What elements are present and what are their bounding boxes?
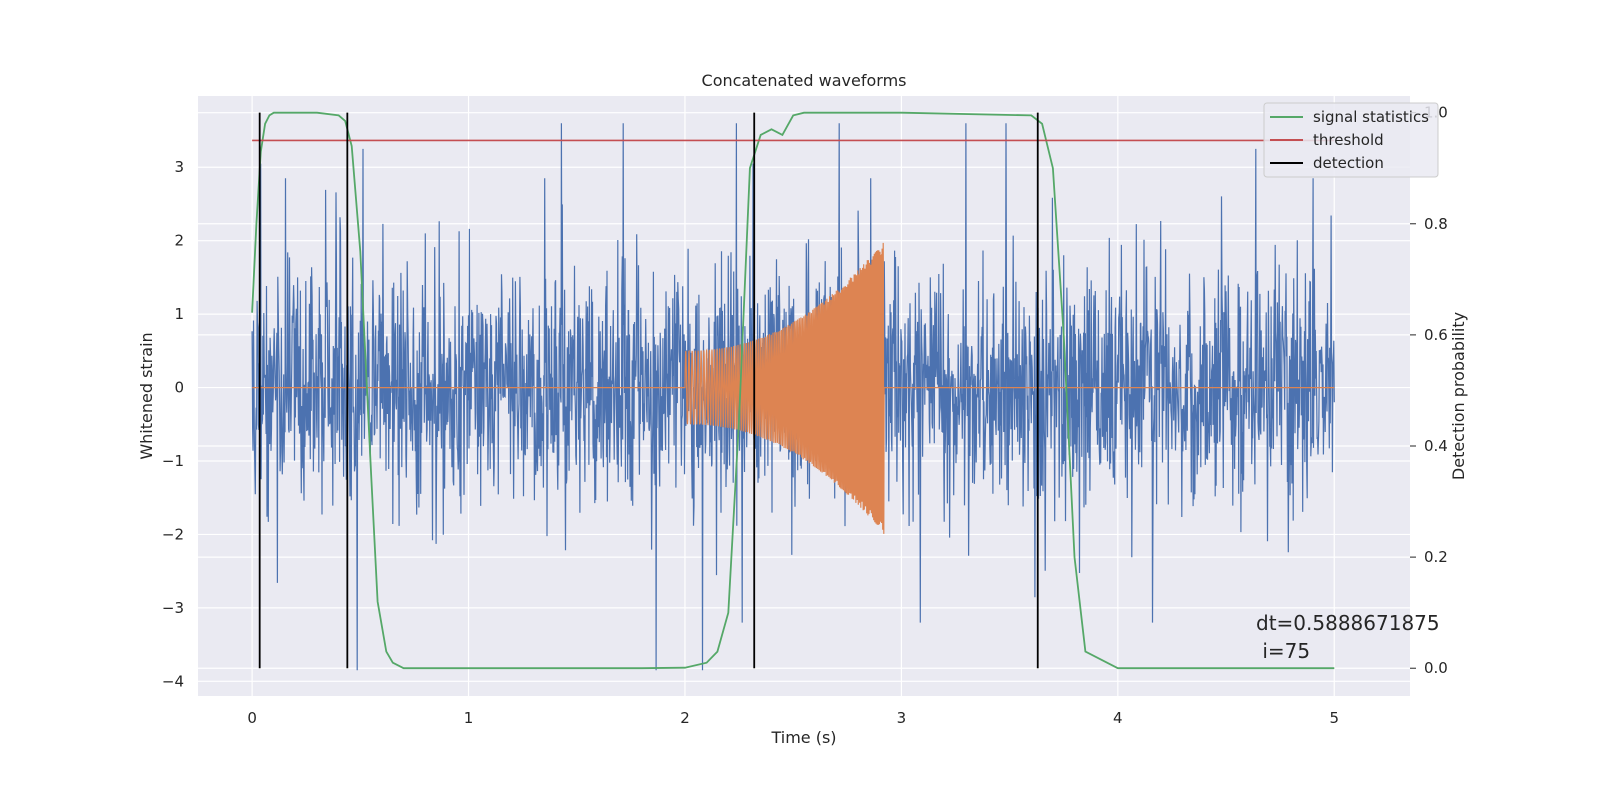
legend-label-signal-statistics: signal statistics <box>1313 108 1429 126</box>
x-tick-label: 2 <box>680 709 690 727</box>
noise-strain-series <box>251 123 1335 671</box>
y-right-tick-label: 0.4 <box>1424 437 1448 455</box>
x-tick-label: 0 <box>247 709 257 727</box>
plot-content <box>251 111 1335 671</box>
chart-title: Concatenated waveforms <box>702 71 907 90</box>
legend-label-detection: detection <box>1313 154 1384 172</box>
y-tick-label: 3 <box>174 158 184 176</box>
detection-lines <box>258 112 1039 669</box>
y-tick-label: −3 <box>162 599 184 617</box>
y-right-tick-label: 0.2 <box>1424 548 1448 566</box>
y-axis-right-label: Detection probability <box>1449 312 1468 480</box>
injected-signal-series <box>252 242 1335 534</box>
x-axis-label: Time (s) <box>770 728 836 747</box>
y-tick-label: 1 <box>174 305 184 323</box>
legend: signal statistics threshold detection <box>1263 102 1439 178</box>
annotation-dt: dt=0.5888671875 <box>1256 611 1440 635</box>
x-tick-label: 4 <box>1113 709 1123 727</box>
y-tick-label: −1 <box>162 452 184 470</box>
y-tick-label: −4 <box>162 672 184 690</box>
x-tick-label: 5 <box>1329 709 1339 727</box>
y-tick-label: 0 <box>174 379 184 397</box>
annotation-index: i=75 <box>1256 639 1310 663</box>
y-axis-label: Whitened strain <box>137 332 156 459</box>
y-tick-label: 2 <box>174 232 184 250</box>
legend-box <box>1263 102 1439 178</box>
y-tick-label: −2 <box>162 525 184 543</box>
y-right-tick-label: 0.8 <box>1424 215 1448 233</box>
y-right-tick-label: 0.0 <box>1424 659 1448 677</box>
x-tick-label: 3 <box>897 709 907 727</box>
legend-label-threshold: threshold <box>1313 131 1384 149</box>
signal-statistics-series <box>251 111 1335 670</box>
x-tick-label: 1 <box>464 709 474 727</box>
y-right-tick-label: 0.6 <box>1424 326 1448 344</box>
